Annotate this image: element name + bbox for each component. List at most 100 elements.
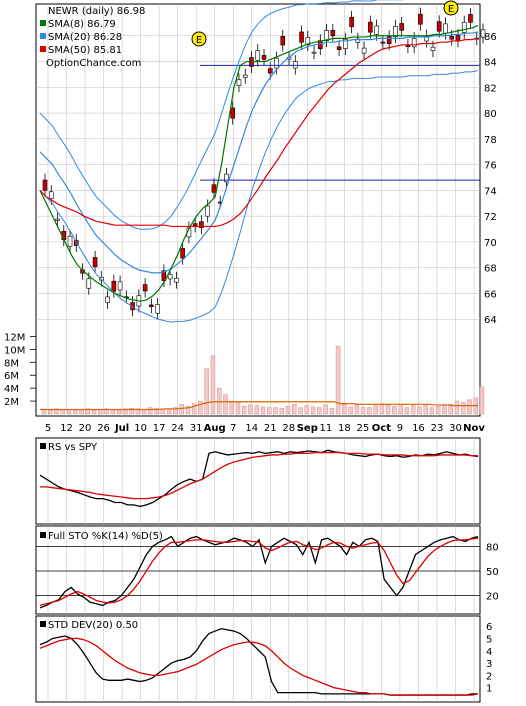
volume-bar <box>354 404 360 415</box>
candle-body <box>349 16 354 28</box>
candle-body <box>324 30 329 42</box>
candle-body <box>380 41 386 44</box>
volume-bar <box>48 409 53 415</box>
volume-bar <box>360 407 366 415</box>
volume-bar <box>460 402 466 415</box>
volume-tick-label: 10M <box>4 345 25 356</box>
candle-body <box>455 35 461 42</box>
rs-legend-swatch <box>40 443 46 449</box>
volume-tick-label: 12M <box>4 332 25 343</box>
x-tick-label: Jul <box>114 423 129 434</box>
candle-body <box>361 47 367 54</box>
candle-body <box>174 277 179 283</box>
x-tick-label: 23 <box>431 423 444 434</box>
x-tick-label: 11 <box>319 423 332 434</box>
volume-bar <box>235 402 241 415</box>
volume-tick-label: 2M <box>4 397 19 408</box>
indicator-lines <box>39 0 480 696</box>
candle-body <box>111 280 117 292</box>
x-tick-label: Aug <box>204 423 226 434</box>
candle-body <box>180 248 185 259</box>
candle-body <box>280 36 286 46</box>
volume-bar <box>79 409 84 415</box>
candle-body <box>161 270 167 281</box>
volume-bar <box>173 407 178 415</box>
stoch-panel-label: Full STO %K(14) %D(5) <box>48 531 163 542</box>
volume-bar <box>267 407 272 415</box>
volume-tick-label: 4M <box>4 384 19 395</box>
legend-sma50: SMA(50) 85.81 <box>48 45 122 56</box>
candle-body <box>192 223 198 227</box>
volume-bar <box>148 407 153 415</box>
candle-body <box>67 235 73 247</box>
rs-series-line <box>40 451 478 500</box>
volume-bar <box>317 407 322 415</box>
volume-bar <box>91 409 97 415</box>
volume-bar <box>304 405 310 415</box>
stddev-tick-label: 5 <box>486 634 492 645</box>
price-tick-label: 76 <box>484 161 497 172</box>
x-tick-label: 18 <box>338 423 351 434</box>
stddev-legend-swatch <box>40 621 46 627</box>
volume-bar <box>185 405 191 415</box>
volume-bar <box>410 405 416 415</box>
candle-body <box>393 26 398 37</box>
candle-body <box>336 46 342 50</box>
volume-tick-label: 8M <box>4 358 19 369</box>
candle-body <box>267 68 273 74</box>
x-tick-label: 24 <box>171 423 184 434</box>
volume-bar <box>448 404 453 415</box>
x-tick-label: 12 <box>60 423 73 434</box>
volume-bar <box>85 408 91 415</box>
volume-bar <box>373 405 378 415</box>
volume-bar <box>54 408 59 415</box>
stddev-tick-label: 2 <box>486 671 492 682</box>
price-candles <box>42 7 486 320</box>
svg-text:E: E <box>448 4 454 15</box>
volume-bar <box>292 404 297 415</box>
candle-body <box>142 284 148 292</box>
candle-body <box>343 38 348 49</box>
volume-bars <box>40 345 485 415</box>
volume-bar <box>273 407 278 415</box>
volume-bar <box>241 405 247 415</box>
volume-bar <box>254 405 259 415</box>
x-tick-label: Sep <box>297 423 318 434</box>
x-tick-label: 26 <box>97 423 110 434</box>
candle-body <box>292 61 298 69</box>
stddev-series-line <box>39 637 479 696</box>
volume-bar <box>210 355 216 415</box>
volume-bar <box>335 345 341 415</box>
volume-bar <box>479 386 485 415</box>
candle-body <box>443 23 448 34</box>
candle-body <box>255 50 261 61</box>
price-series-line <box>39 31 479 274</box>
candle-body <box>48 191 54 199</box>
volume-bar <box>417 406 422 415</box>
x-tick-label: 30 <box>449 423 462 434</box>
volume-bar <box>110 409 116 415</box>
legend-sma8: SMA(8) 86.79 <box>48 19 116 30</box>
earnings-marker-nov: E <box>443 0 459 16</box>
candle-body <box>374 25 379 35</box>
source-label: OptionChance.com <box>46 58 141 69</box>
stddev-tick-label: 4 <box>486 647 492 658</box>
x-tick-label: 5 <box>45 423 51 434</box>
price-tick-label: 64 <box>484 315 497 326</box>
legend-swatch-sma8 <box>40 20 46 26</box>
candle-body <box>211 184 217 193</box>
volume-bar <box>223 394 228 415</box>
volume-bar <box>260 406 266 415</box>
grid-lines <box>30 4 480 702</box>
candle-body <box>480 29 486 38</box>
axis-labels: 5 12 20 26 Jul 10 17 24 31 Aug 7 14 21 28 Sep 11 18 25 Oct… <box>4 32 499 695</box>
x-tick-label: 31 <box>190 423 203 434</box>
volume-bar <box>204 368 209 415</box>
x-tick-label: 21 <box>264 423 277 434</box>
volume-bar <box>216 387 222 415</box>
volume-tick-label: 6M <box>4 371 19 382</box>
volume-bar <box>141 409 147 415</box>
candle-body <box>261 55 267 60</box>
volume-bar <box>166 409 172 415</box>
